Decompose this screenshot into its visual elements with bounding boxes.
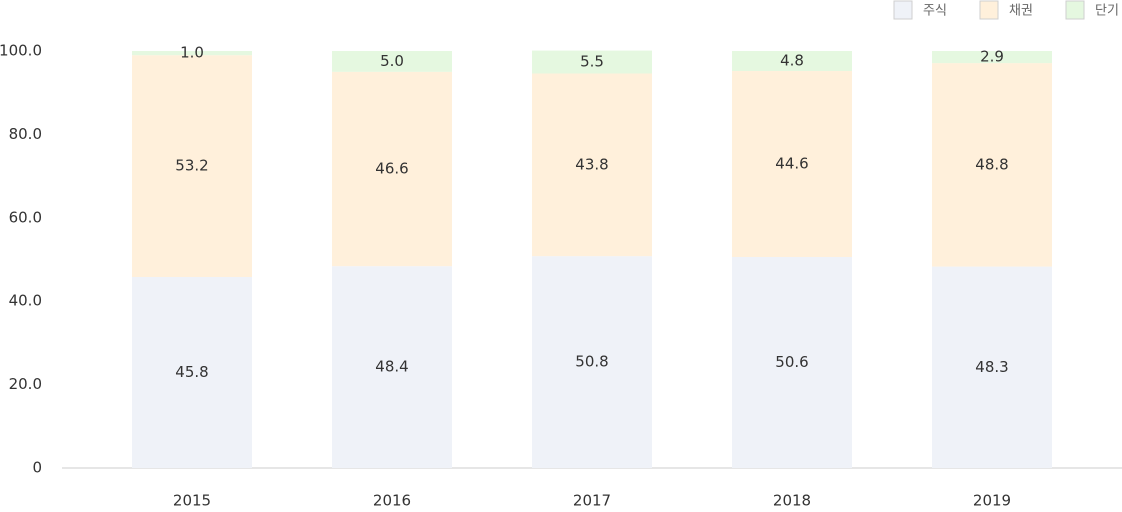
bar-segment xyxy=(532,256,652,468)
legend-label: 단기 xyxy=(1095,4,1119,19)
data-label: 53.2 xyxy=(175,157,208,175)
y-tick-label: 100.0 xyxy=(0,42,42,60)
data-label: 1.0 xyxy=(180,44,204,62)
data-label: 50.8 xyxy=(575,353,608,371)
y-tick-label: 0 xyxy=(32,459,42,477)
bar-segment xyxy=(132,277,252,468)
data-label: 46.6 xyxy=(375,160,408,178)
y-axis: 0 20.0 40.0 60.0 80.0 100.0 xyxy=(0,42,42,477)
bar-segment xyxy=(932,51,1052,64)
data-label: 5.0 xyxy=(380,52,404,70)
legend-label: 주식 xyxy=(923,4,947,19)
legend-swatch xyxy=(893,0,913,20)
bar-segment xyxy=(332,266,452,468)
y-tick-label: 20.0 xyxy=(9,375,42,393)
x-tick-label: 2018 xyxy=(773,492,811,510)
data-label: 45.8 xyxy=(175,363,208,381)
bar-segment xyxy=(932,266,1052,468)
bar-segment xyxy=(732,71,852,257)
data-label: 48.4 xyxy=(375,358,408,376)
bar-segment xyxy=(132,51,252,56)
x-axis: 2015 2016 2017 2018 2019 xyxy=(62,467,1122,510)
bar-segment xyxy=(932,63,1052,267)
bar-segment xyxy=(132,55,252,278)
x-tick-label: 2016 xyxy=(373,492,411,510)
y-tick-label: 80.0 xyxy=(9,125,42,143)
data-label: 4.8 xyxy=(780,52,804,70)
data-label: 50.6 xyxy=(775,353,808,371)
legend-swatch xyxy=(1065,0,1085,20)
legend-label: 채권 xyxy=(1009,4,1033,19)
data-label: 48.8 xyxy=(975,155,1008,173)
bar-segment xyxy=(332,71,452,267)
bar-segment xyxy=(532,73,652,257)
legend: 주식 채권 단기 xyxy=(893,0,1119,20)
bars: 45.8 53.2 1.0 48.4 46.6 5.0 50.8 43.8 5.5 50.6 44.… xyxy=(132,44,1052,468)
data-label: 5.5 xyxy=(580,53,604,71)
y-tick-label: 40.0 xyxy=(9,292,42,310)
x-tick-label: 2015 xyxy=(173,492,211,510)
data-label: 2.9 xyxy=(980,48,1004,66)
bar-segment xyxy=(732,51,852,72)
x-tick-label: 2017 xyxy=(573,492,611,510)
bar-segment xyxy=(332,51,452,72)
bar-segment xyxy=(532,50,652,74)
x-tick-label: 2019 xyxy=(973,492,1011,510)
data-label: 44.6 xyxy=(775,155,808,173)
data-label: 48.3 xyxy=(975,358,1008,376)
y-tick-label: 60.0 xyxy=(9,208,42,226)
bar-segment xyxy=(732,256,852,468)
legend-swatch xyxy=(979,0,999,20)
data-label: 43.8 xyxy=(575,155,608,173)
